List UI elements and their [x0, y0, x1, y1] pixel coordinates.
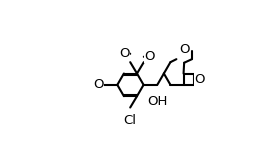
Text: O: O [194, 73, 205, 86]
Text: Cl: Cl [124, 114, 137, 127]
Text: O: O [179, 43, 189, 56]
Text: O: O [144, 50, 154, 63]
Text: O: O [93, 78, 104, 91]
Text: OH: OH [147, 95, 168, 108]
Text: O: O [120, 47, 130, 60]
